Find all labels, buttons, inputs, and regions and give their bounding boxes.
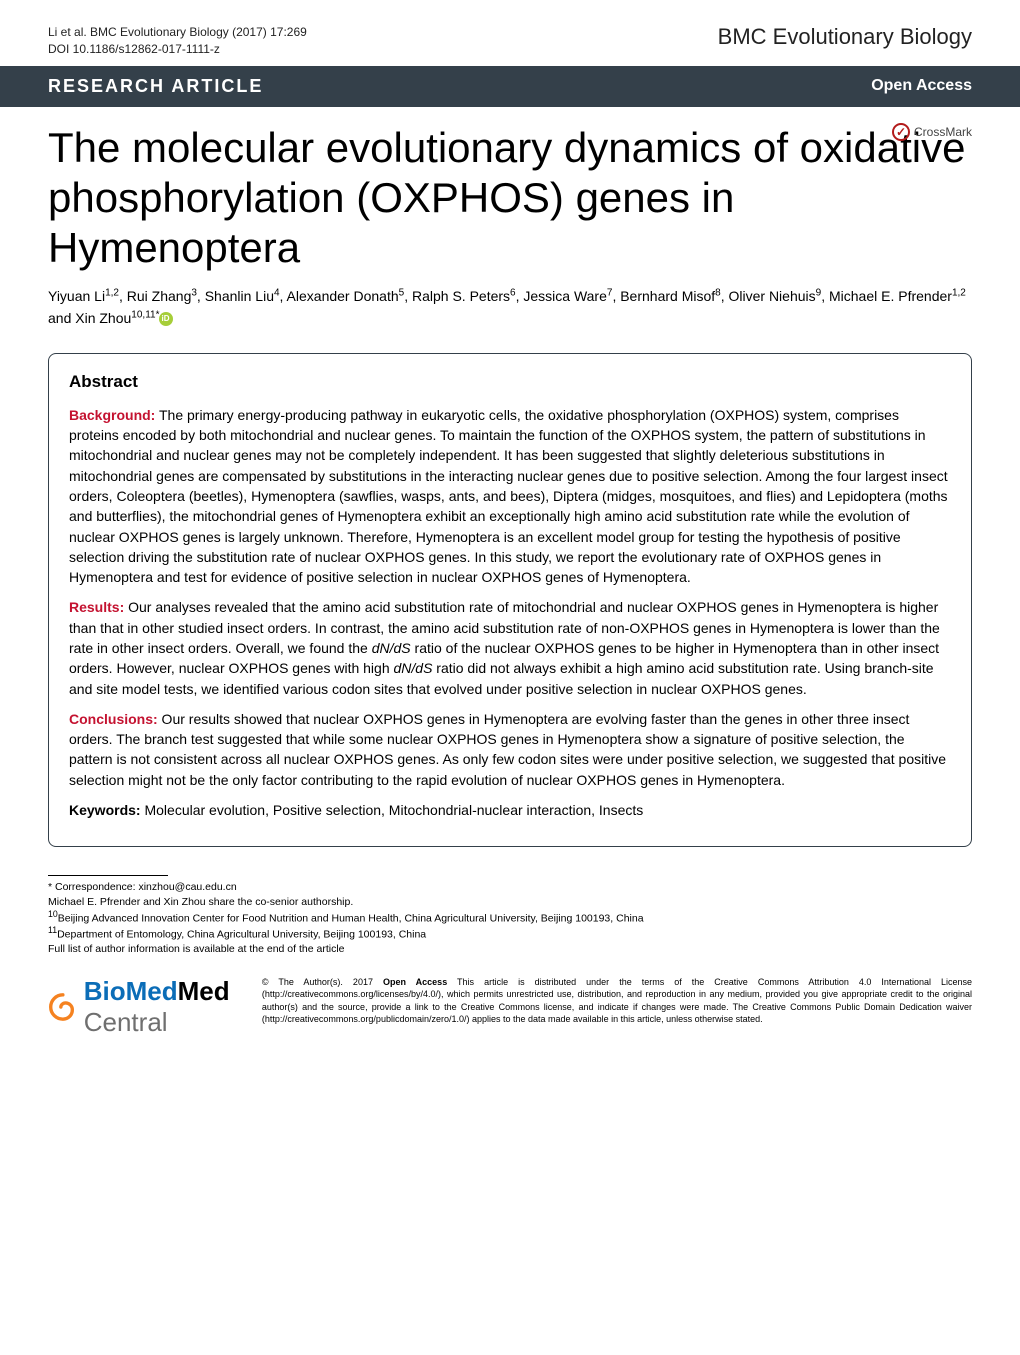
abstract-background: Background: The primary energy-producing… [69, 405, 951, 588]
journal-name: BMC Evolutionary Biology [718, 24, 972, 50]
bmc-swirl-icon [48, 985, 78, 1029]
authors-text: Yiyuan Li1,2, Rui Zhang3, Shanlin Liu4, … [48, 288, 966, 326]
crossmark-badge[interactable]: ✓ CrossMark [892, 123, 972, 141]
crossmark-icon: ✓ [892, 123, 910, 141]
page-header: Li et al. BMC Evolutionary Biology (2017… [0, 0, 1020, 66]
biomed-central-logo: BioMedMed Central [48, 976, 244, 1038]
citation: Li et al. BMC Evolutionary Biology (2017… [48, 24, 307, 58]
correspondence: * Correspondence: xinzhou@cau.edu.cn [48, 880, 972, 894]
bmc-central: Central [84, 1007, 168, 1037]
results-text: Our analyses revealed that the amino aci… [69, 599, 940, 696]
keywords-text: Molecular evolution, Positive selection,… [141, 802, 644, 818]
crossmark-label: CrossMark [914, 125, 972, 139]
abstract-conclusions: Conclusions: Our results showed that nuc… [69, 709, 951, 790]
orcid-icon[interactable] [159, 312, 173, 326]
abstract-results: Results: Our analyses revealed that the … [69, 597, 951, 698]
full-author-info: Full list of author information is avail… [48, 942, 972, 956]
background-label: Background: [69, 407, 155, 423]
abstract-heading: Abstract [69, 370, 951, 395]
citation-doi: DOI 10.1186/s12862-017-1111-z [48, 41, 307, 58]
conclusions-text: Our results showed that nuclear OXPHOS g… [69, 711, 946, 788]
affiliation-11: 11Department of Entomology, China Agricu… [48, 925, 972, 942]
citation-line1: Li et al. BMC Evolutionary Biology (2017… [48, 24, 307, 41]
title-section: ✓ CrossMark The molecular evolutionary d… [0, 107, 1020, 278]
abstract-keywords: Keywords: Molecular evolution, Positive … [69, 800, 951, 820]
copyright: © The Author(s). 2017 [262, 977, 383, 987]
authors-list: Yiyuan Li1,2, Rui Zhang3, Shanlin Liu4, … [0, 278, 1020, 345]
publisher-row: BioMedMed Central © The Author(s). 2017 … [0, 972, 1020, 1062]
license-text: © The Author(s). 2017 Open Access This a… [262, 976, 972, 1025]
article-type-label: RESEARCH ARTICLE [48, 76, 263, 97]
affiliation-10: 10Beijing Advanced Innovation Center for… [48, 909, 972, 926]
bmc-bio: BioMed [84, 976, 178, 1006]
footer-rule [48, 875, 168, 876]
article-title: The molecular evolutionary dynamics of o… [48, 123, 972, 274]
conclusions-label: Conclusions: [69, 711, 158, 727]
coauthor-note: Michael E. Pfrender and Xin Zhou share t… [48, 895, 972, 909]
bmc-text: BioMedMed Central [84, 976, 244, 1038]
background-text: The primary energy-producing pathway in … [69, 407, 948, 585]
abstract-box: Abstract Background: The primary energy-… [48, 353, 972, 847]
keywords-label: Keywords: [69, 802, 141, 818]
open-access-bold: Open Access [383, 977, 447, 987]
article-type-banner: RESEARCH ARTICLE Open Access [0, 66, 1020, 107]
footer-notes: * Correspondence: xinzhou@cau.edu.cn Mic… [0, 867, 1020, 972]
results-label: Results: [69, 599, 124, 615]
open-access-label: Open Access [871, 77, 972, 95]
